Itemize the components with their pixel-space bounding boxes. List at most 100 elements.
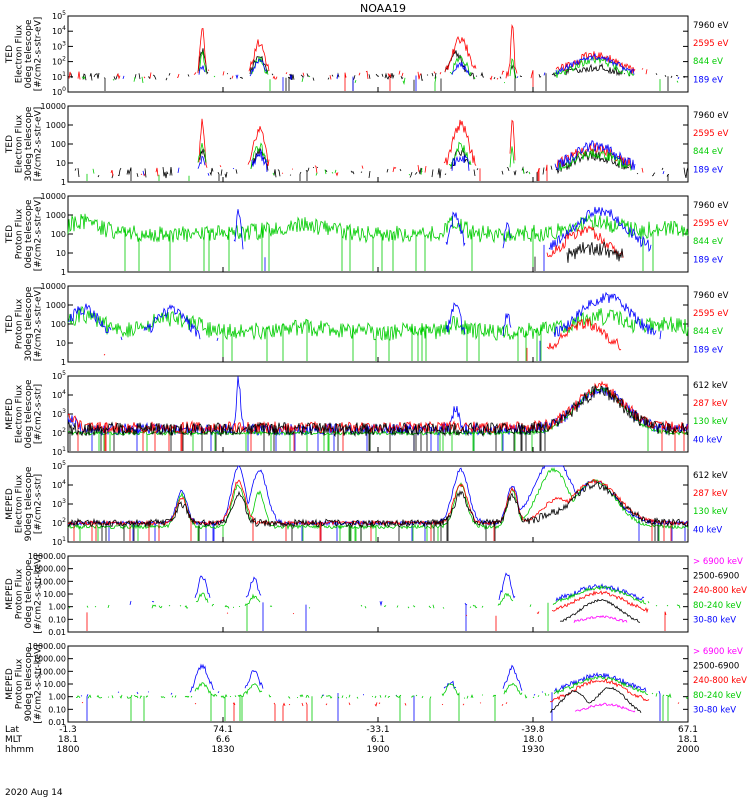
y-tick-exponent: 4 [62, 25, 66, 32]
series-7960-ev [74, 147, 689, 181]
y-tick-label: 100 [51, 140, 66, 149]
y-tick-label: 1.00 [48, 693, 66, 702]
y-tick-exponent: 4 [62, 389, 66, 396]
y-tick-label: 103 [52, 40, 66, 51]
y-tick-label: 10 [56, 339, 66, 348]
y-tick-label: 0.01 [48, 628, 66, 637]
y-axis-label-line: Proton Flux [15, 658, 25, 709]
y-tick-label: 1000.00 [33, 655, 66, 664]
y-tick-label: 100 [52, 86, 66, 97]
y-tick-exponent: 2 [62, 517, 66, 524]
legend-entry: 130 keV [693, 507, 728, 517]
series-189-ev [142, 140, 665, 176]
y-tick-label: 10.00 [43, 590, 66, 599]
y-tick-exponent: 3 [62, 408, 66, 415]
series-2595-ev [111, 119, 686, 181]
series--6900-kev [573, 614, 628, 623]
y-axis-label-line: Electron Flux [15, 474, 25, 533]
x-tick-label-mlt: 18.1 [678, 735, 698, 745]
series-130-kev [68, 387, 689, 451]
series-844-ev [67, 213, 689, 271]
series-2500-6900 [549, 686, 642, 713]
legend-entry: 30-80 keV [693, 615, 736, 625]
y-axis-label-line: [#/cm2-s-str-eV] [34, 287, 44, 362]
y-tick-exponent: 3 [62, 498, 66, 505]
y-axis-label-line: [#/cm2-s-str-keV] [34, 554, 44, 633]
x-tick-label-hhmm: 1830 [212, 745, 235, 755]
y-tick-label: 101 [52, 536, 66, 547]
series--6900-kev [574, 702, 636, 713]
panel-frame [67, 465, 689, 543]
y-axis-label: MEPEDElectron Flux0deg telescope[#/cm2-s… [5, 379, 44, 449]
y-tick-exponent: 5 [62, 460, 66, 467]
y-tick-label: 102 [52, 517, 66, 528]
y-tick-exponent: 4 [62, 479, 66, 486]
y-tick-label: 1000 [46, 211, 66, 220]
series-612-kev [67, 385, 689, 451]
series-240-800-kev [82, 679, 687, 721]
y-axis-label-line: [#/cm2-s-str] [34, 474, 44, 534]
y-tick-label: 100.00 [38, 667, 66, 676]
y-tick-label: 10 [56, 249, 66, 258]
figure-title: NOAA19 [360, 2, 406, 15]
y-tick-label: 1 [61, 268, 66, 277]
y-axis-label-line: TED [5, 225, 15, 244]
y-axis-label-line: 90deg telescope [24, 646, 34, 721]
panel-frame [67, 645, 689, 723]
y-tick-label: 0.10 [48, 615, 66, 624]
x-tick-label-mlt: 6.6 [216, 735, 231, 745]
legend-entry: 2595 eV [693, 129, 729, 139]
legend-entry: 2595 eV [693, 219, 729, 229]
y-axis-label-line: [#/cm2-s-str-keV] [34, 644, 44, 723]
x-tick-label-lat: 67.1 [678, 725, 698, 735]
y-tick-label: 1000 [46, 301, 66, 310]
legend-entry: 7960 eV [693, 291, 729, 301]
y-axis-label-line: TED [5, 315, 15, 334]
y-axis-label: MEPEDProton Flux0deg telescope[#/cm2-s-s… [5, 554, 44, 633]
x-axis-labels: LatMLThhmm-1.318.1180074.16.61830-33.16.… [5, 725, 700, 755]
y-axis-label-line: Electron Flux [15, 384, 25, 443]
y-tick-label: 101 [52, 71, 66, 82]
panel-meped-proton-0deg: 0.010.101.0010.00100.001000.0010000.00ME… [5, 552, 747, 637]
y-axis-label-line: [#/cm2-s-str] [34, 384, 44, 444]
x-tick-label-hhmm: 1900 [367, 745, 390, 755]
y-tick-label: 101 [52, 446, 66, 457]
legend-entry: 189 eV [693, 255, 723, 265]
x-tick-label-mlt: 18.1 [58, 735, 78, 745]
panel-meped-proton-90deg: 0.010.101.0010.00100.001000.0010000.00ME… [5, 642, 747, 727]
y-axis-label-line: 0deg telescope [24, 379, 34, 449]
y-axis-label: TEDProton Flux30deg telescope[#/cm2-s-st… [5, 286, 44, 361]
legend-entry: 287 keV [693, 489, 728, 499]
series-40-kev [67, 465, 689, 541]
y-axis-label-line: 30deg telescope [24, 286, 34, 361]
x-tick-label-hhmm: 1930 [522, 745, 545, 755]
legend-entry: 80-240 keV [693, 691, 742, 701]
legend-entry: 130 keV [693, 417, 728, 427]
series-80-240-kev [75, 675, 689, 721]
x-row-label-lat: Lat [5, 725, 20, 735]
series-7960-ev [535, 242, 656, 271]
legend-entry: 189 eV [693, 345, 723, 355]
y-tick-label: 102 [52, 427, 66, 438]
y-tick-label: 1.00 [48, 603, 66, 612]
x-tick-label-lat: -33.1 [366, 725, 389, 735]
y-tick-label: 105 [52, 370, 66, 381]
legend-entry: 240-800 keV [693, 586, 747, 596]
series-287-kev [67, 478, 689, 541]
y-axis-label-line: 90deg telescope [24, 466, 34, 541]
y-tick-label: 10000.00 [28, 552, 66, 561]
panel-meped-electron-0deg: 101 102 103 104 105 MEPEDElectron Flux0deg te… [5, 370, 728, 457]
y-tick-label: 1 [61, 178, 66, 187]
y-axis-label: MEPEDProton Flux90deg telescope[#/cm2-s-… [5, 644, 44, 723]
y-tick-exponent: 2 [62, 56, 66, 63]
y-axis-label-line: 0deg telescope [24, 199, 34, 269]
series-2500-6900 [559, 598, 641, 623]
y-tick-label: 10000.00 [28, 642, 66, 651]
y-tick-label: 1 [61, 358, 66, 367]
legend-entry: 7960 eV [693, 21, 729, 31]
y-axis-label: TEDElectron Flux30deg telescope[#/cm2-s-… [5, 106, 44, 181]
legend-entry: 844 eV [693, 147, 723, 157]
